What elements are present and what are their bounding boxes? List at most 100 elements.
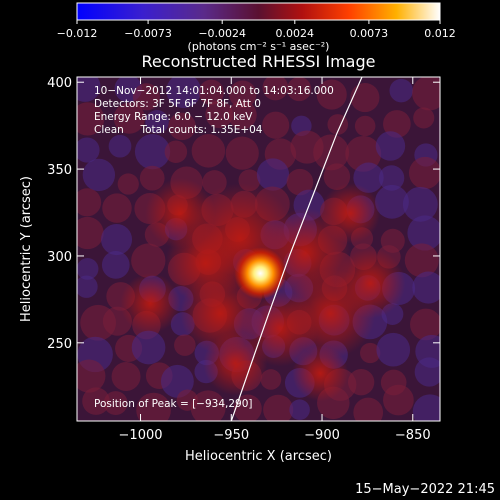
noise-blob xyxy=(131,243,166,278)
red-emission-region xyxy=(335,248,406,319)
noise-blob xyxy=(229,80,257,108)
noise-blob xyxy=(262,111,290,139)
colorbar-unit-label: (photons cm⁻² s⁻¹ asec⁻²) xyxy=(188,40,330,53)
noise-blob xyxy=(345,135,382,172)
peak-source xyxy=(234,247,287,300)
noise-blob xyxy=(160,364,194,398)
plot-frame xyxy=(76,76,441,422)
noise-blob xyxy=(378,165,405,191)
colorbar-tick-label: 0.0073 xyxy=(350,27,389,40)
noise-blob xyxy=(256,158,290,191)
noise-blob xyxy=(228,100,257,130)
noise-blob xyxy=(103,391,128,416)
colorbar xyxy=(76,2,441,21)
noise-blob xyxy=(383,384,414,416)
noise-blob xyxy=(260,369,282,390)
noise-blob xyxy=(77,137,100,163)
colorbar-ticks: −0.012 −0.0073 −0.0024 0.0024 0.0073 0.012 xyxy=(57,20,456,40)
noise-blob xyxy=(233,394,262,421)
noise-blob xyxy=(77,188,102,217)
noise-blob xyxy=(404,243,439,278)
noise-blob xyxy=(412,77,440,111)
noise-blob xyxy=(286,168,314,196)
noise-blob xyxy=(289,399,310,420)
x-tick-label: −850 xyxy=(395,428,431,443)
noise-blob xyxy=(136,392,171,421)
noise-blob xyxy=(360,342,381,364)
x-tick-label: −1000 xyxy=(119,428,163,443)
noise-blob xyxy=(347,368,375,396)
noise-blob xyxy=(408,156,440,190)
noise-blob xyxy=(100,223,133,256)
noise-blob xyxy=(316,79,347,110)
plot-area xyxy=(77,77,440,421)
red-emission-region xyxy=(292,345,349,402)
noise-blob xyxy=(132,83,160,111)
noise-blob xyxy=(354,115,376,137)
y-tick-label: 300 xyxy=(47,250,72,265)
noise-blob xyxy=(410,308,440,341)
noise-blob xyxy=(287,77,312,102)
noise-blob xyxy=(113,102,145,134)
noise-blob xyxy=(77,216,104,250)
noise-blob xyxy=(77,258,99,280)
noise-blob xyxy=(413,107,435,129)
noise-blob xyxy=(101,251,130,279)
noise-blob xyxy=(412,394,440,421)
red-emission-region xyxy=(145,178,216,249)
noise-blob xyxy=(313,134,350,171)
colorbar-tick-label: −0.0073 xyxy=(124,27,172,40)
noise-blob xyxy=(164,140,188,164)
noise-blob xyxy=(376,332,411,367)
noise-blob xyxy=(77,359,106,393)
noise-blob xyxy=(190,390,226,421)
noise-blob xyxy=(263,394,294,421)
red-emission-region xyxy=(203,331,268,396)
timestamp: 15−May−2022 21:45 xyxy=(355,482,495,497)
annotation-energy-range: Energy Range: 6.0 − 12.0 keV xyxy=(94,111,253,123)
noise-blob xyxy=(323,163,351,190)
colorbar-tick-label: −0.0024 xyxy=(198,27,246,40)
y-axis-ticks: 250 300 350 400 xyxy=(47,76,440,352)
noise-blob xyxy=(108,134,132,158)
x-axis-ticks: −1000 −950 −900 −850 xyxy=(119,77,431,443)
noise-blob xyxy=(412,271,440,304)
noise-blob xyxy=(166,77,202,109)
noise-blob xyxy=(77,275,98,298)
noise-blob xyxy=(168,112,196,141)
emission-blobs xyxy=(77,77,440,421)
noise-blob xyxy=(77,77,101,102)
noise-blob xyxy=(375,131,406,161)
annotation-clean-counts: Clean Total counts: 1.35E+04 xyxy=(94,124,263,136)
noise-blob xyxy=(139,165,165,191)
chart-title: Reconstructed RHESSI Image xyxy=(142,52,376,71)
colorbar-tick-label: 0.012 xyxy=(424,27,456,40)
solar-limb-line xyxy=(230,77,363,421)
noise-blob xyxy=(102,193,132,223)
noise-blob xyxy=(131,330,166,365)
noise-blob xyxy=(389,78,413,103)
y-tick-label: 400 xyxy=(47,76,72,91)
y-tick-label: 250 xyxy=(47,337,72,352)
annotation-time-range: 10−Nov−2012 14:01:04.000 to 14:03:16.000 xyxy=(94,85,334,97)
noise-blob xyxy=(353,397,384,421)
noise-blob xyxy=(198,79,224,105)
x-axis-label: Heliocentric X (arcsec) xyxy=(185,449,332,464)
colorbar-tick-label: 0.0024 xyxy=(276,27,315,40)
noise-blob xyxy=(117,173,139,195)
noise-blob xyxy=(402,186,438,222)
noise-blob xyxy=(205,100,233,129)
noise-blob xyxy=(82,387,110,415)
noise-blob xyxy=(375,184,409,219)
red-emission-region xyxy=(320,183,381,244)
x-tick-label: −900 xyxy=(304,428,340,443)
noise-blob xyxy=(350,82,380,113)
noise-blob xyxy=(191,134,226,168)
noise-blob xyxy=(145,110,169,134)
annotation-detectors: Detectors: 3F 5F 6F 7F 8F, Att 0 xyxy=(94,98,261,110)
noise-blob xyxy=(407,215,440,251)
x-tick-label: −950 xyxy=(213,428,249,443)
colorbar-tick-label: −0.012 xyxy=(57,27,98,40)
noise-blob xyxy=(414,357,440,387)
